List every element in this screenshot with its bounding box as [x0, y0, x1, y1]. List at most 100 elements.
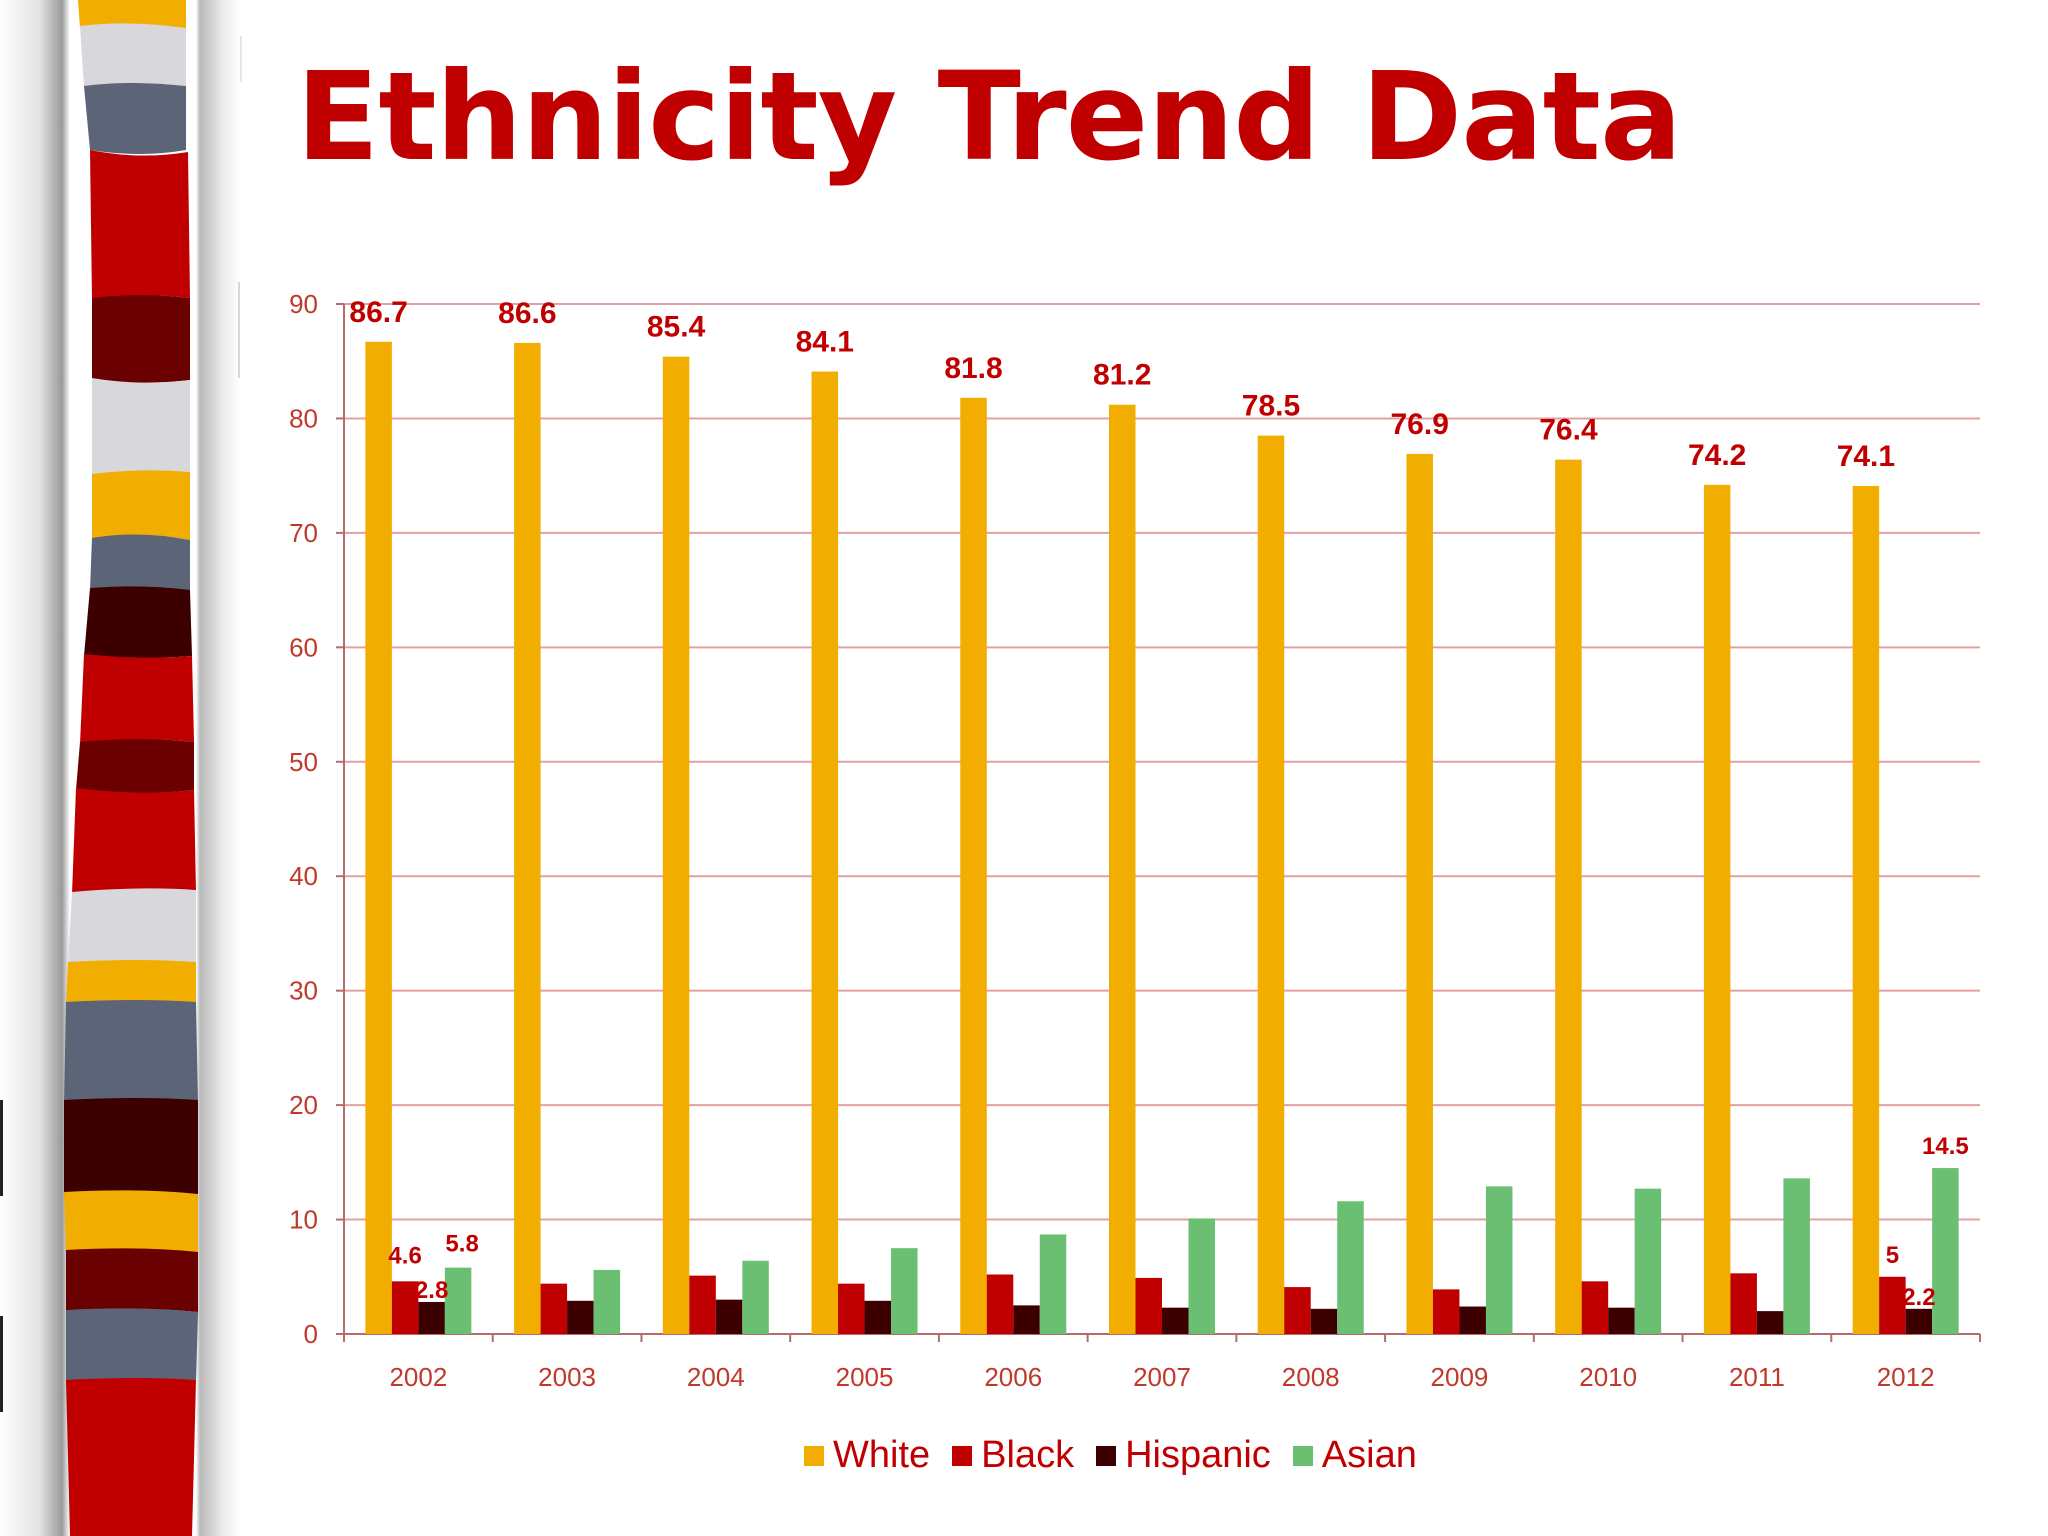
bar-asian-2008 [1337, 1201, 1364, 1334]
bar-black-2011 [1730, 1273, 1757, 1334]
x-tick-label: 2005 [836, 1362, 894, 1392]
bar-black-2009 [1432, 1289, 1460, 1334]
bar-white-2010 [1555, 459, 1582, 1335]
legend-swatch [804, 1445, 824, 1466]
y-tick-label: 80 [289, 403, 318, 433]
bar-black-2002 [391, 1281, 419, 1334]
data-label: 81.8 [944, 352, 1002, 385]
bar-asian-2009 [1485, 1186, 1513, 1334]
legend-label: Hispanic [1125, 1434, 1271, 1476]
y-tick-label: 70 [289, 518, 318, 548]
data-label: 84.1 [796, 326, 854, 359]
x-tick-label: 2007 [1133, 1362, 1191, 1392]
y-tick-label: 10 [289, 1205, 318, 1235]
title-divider [240, 36, 242, 82]
bar-black-2010 [1581, 1281, 1609, 1334]
data-label: 86.7 [349, 296, 407, 329]
bar-white-2002 [365, 341, 392, 1334]
bar-white-2009 [1406, 453, 1433, 1334]
x-tick-label: 2012 [1877, 1362, 1935, 1392]
legend-label: Asian [1321, 1434, 1417, 1476]
bar-asian-2004 [742, 1260, 769, 1334]
bar-hispanic-2002 [418, 1301, 445, 1334]
bar-asian-2010 [1634, 1188, 1662, 1334]
bar-asian-2002 [444, 1267, 472, 1334]
bar-asian-2003 [593, 1269, 621, 1334]
data-label: 76.4 [1539, 414, 1598, 447]
bar-hispanic-2010 [1608, 1307, 1635, 1334]
data-label: 2.8 [415, 1277, 448, 1304]
y-tick-label: 60 [289, 632, 318, 662]
data-label: 85.4 [647, 311, 706, 344]
legend-swatch [1292, 1445, 1313, 1466]
bar-asian-2005 [891, 1248, 918, 1334]
legend-label: White [833, 1434, 931, 1476]
bar-asian-2011 [1783, 1178, 1810, 1334]
y-tick-label: 40 [289, 861, 318, 891]
bar-black-2003 [540, 1283, 568, 1334]
bar-black-2006 [986, 1274, 1014, 1334]
bar-hispanic-2011 [1756, 1311, 1784, 1334]
bar-hispanic-2009 [1459, 1306, 1486, 1334]
x-tick-label: 2009 [1431, 1362, 1489, 1392]
x-tick-label: 2002 [389, 1362, 447, 1392]
data-label: 74.2 [1688, 439, 1746, 472]
data-label: 76.9 [1391, 408, 1449, 441]
bar-hispanic-2012 [1905, 1308, 1933, 1334]
legend-label: Black [981, 1434, 1075, 1476]
bar-white-2005 [811, 371, 839, 1334]
bar-white-2004 [662, 356, 690, 1335]
bar-asian-2007 [1188, 1218, 1215, 1334]
bar-asian-2012 [1932, 1168, 1959, 1334]
legend-swatch [952, 1445, 973, 1466]
data-label: 74.1 [1837, 440, 1895, 473]
legend-swatch [1096, 1445, 1117, 1466]
x-tick-label: 2003 [538, 1362, 596, 1392]
bar-black-2008 [1284, 1287, 1311, 1334]
edge-mark-lower [0, 1316, 3, 1412]
bar-hispanic-2003 [567, 1300, 594, 1334]
striped-ribbon-graphic [64, 0, 198, 1536]
data-label: 5 [1886, 1242, 1899, 1269]
bar-white-2011 [1703, 484, 1731, 1334]
chart-divider [238, 282, 240, 378]
data-label: 5.8 [445, 1231, 478, 1258]
x-tick-label: 2008 [1282, 1362, 1340, 1392]
bar-hispanic-2007 [1162, 1307, 1189, 1334]
bar-white-2008 [1257, 435, 1285, 1335]
bar-hispanic-2004 [715, 1299, 743, 1334]
data-label: 2.2 [1902, 1284, 1935, 1311]
bar-hispanic-2005 [864, 1300, 892, 1334]
bar-white-2006 [960, 397, 987, 1334]
x-tick-label: 2006 [984, 1362, 1042, 1392]
bar-white-2003 [514, 342, 541, 1334]
legend-item-white: White [804, 1434, 930, 1477]
x-tick-label: 2004 [687, 1362, 745, 1392]
bar-black-2004 [689, 1275, 716, 1334]
data-label: 14.5 [1922, 1133, 1969, 1160]
bar-black-2012 [1879, 1276, 1906, 1334]
bar-black-2005 [838, 1283, 865, 1334]
legend-item-hispanic: Hispanic [1096, 1434, 1271, 1477]
bar-white-2012 [1852, 485, 1880, 1334]
bar-hispanic-2008 [1310, 1308, 1338, 1334]
legend-item-asian: Asian [1292, 1434, 1417, 1477]
edge-mark-upper [0, 1100, 3, 1196]
y-tick-label: 50 [289, 747, 318, 777]
y-tick-label: 30 [289, 976, 318, 1006]
y-tick-label: 20 [289, 1090, 318, 1120]
chart-legend: White Black Hispanic Asian [804, 1434, 1439, 1477]
data-label: 4.6 [388, 1242, 421, 1269]
data-label: 78.5 [1242, 390, 1300, 423]
slide-title: Ethnicity Trend Data [296, 46, 1682, 188]
bar-chart: 0 10 20 30 40 50 60 70 80 90 2002 2003 2004 2005 2006 2… [289, 289, 1981, 1392]
data-label: 86.6 [498, 297, 556, 330]
y-tick-label: 90 [289, 289, 318, 319]
x-tick-label: 2011 [1729, 1362, 1785, 1392]
data-label: 81.2 [1093, 359, 1151, 392]
decorative-side-banner [0, 0, 240, 1536]
ribbon-stripes [64, 0, 198, 1536]
bar-black-2007 [1135, 1277, 1162, 1334]
y-tick-label: 0 [304, 1319, 318, 1349]
bar-asian-2006 [1039, 1234, 1067, 1334]
